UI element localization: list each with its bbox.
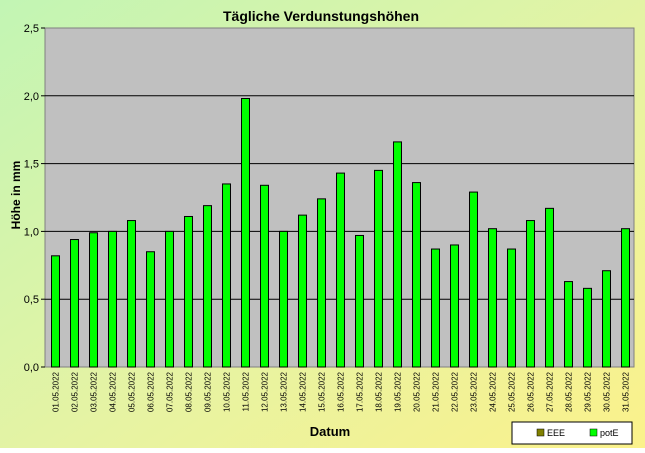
x-tick-label: 14.05.2022	[299, 371, 308, 412]
x-tick-label: 17.05.2022	[356, 371, 365, 412]
bar	[526, 220, 535, 368]
bar	[70, 239, 79, 368]
bar	[621, 228, 630, 368]
x-tick-label: 06.05.2022	[147, 371, 156, 412]
legend-label-eee: EEE	[547, 428, 565, 438]
bar	[583, 287, 592, 368]
x-tick-label: 13.05.2022	[280, 371, 289, 412]
x-tick-label: 21.05.2022	[432, 371, 441, 412]
x-tick-label: 23.05.2022	[470, 371, 479, 412]
x-tick-label: 07.05.2022	[166, 371, 175, 412]
x-tick-label: 02.05.2022	[71, 371, 80, 412]
bar	[355, 234, 364, 368]
x-tick-label: 01.05.2022	[52, 371, 61, 412]
bar	[507, 248, 516, 368]
legend-swatch-pote	[589, 428, 598, 437]
bar	[203, 205, 212, 368]
bar	[222, 183, 231, 368]
bar	[336, 172, 345, 368]
bar	[450, 244, 459, 368]
x-tick-label: 31.05.2022	[622, 371, 631, 412]
bar	[488, 228, 497, 368]
bar	[545, 207, 554, 368]
y-tick-label: 2,0	[24, 91, 39, 103]
legend: EEE potE	[511, 421, 633, 445]
bar	[184, 215, 193, 368]
x-tick-label: 20.05.2022	[413, 371, 422, 412]
x-tick-label: 10.05.2022	[223, 371, 232, 412]
y-tick-label: 0,0	[24, 362, 39, 374]
x-tick-label: 27.05.2022	[546, 371, 555, 412]
bar	[165, 230, 174, 368]
bar	[127, 220, 136, 368]
x-tick-label: 15.05.2022	[318, 371, 327, 412]
bar	[241, 98, 250, 368]
x-axis-label: Datum	[310, 424, 350, 439]
x-tick-label: 08.05.2022	[185, 371, 194, 412]
bar	[393, 141, 402, 368]
bar	[108, 230, 117, 368]
legend-label-pote: potE	[600, 428, 619, 438]
x-tick-label: 30.05.2022	[603, 371, 612, 412]
x-tick-label: 28.05.2022	[565, 371, 574, 412]
x-tick-label: 29.05.2022	[584, 371, 593, 412]
bar	[602, 270, 611, 368]
y-tick-label: 1,5	[24, 159, 39, 171]
bar	[51, 255, 60, 368]
x-tick-label: 18.05.2022	[375, 371, 384, 412]
bar	[412, 182, 421, 368]
bar	[317, 198, 326, 368]
y-tick-label: 1,0	[24, 226, 39, 238]
bar	[564, 281, 573, 368]
x-tick-label: 16.05.2022	[337, 371, 346, 412]
legend-swatch-eee	[536, 428, 545, 437]
bar	[374, 169, 383, 368]
x-tick-label: 25.05.2022	[508, 371, 517, 412]
y-tick-label: 2,5	[24, 23, 39, 35]
y-axis-label: Höhe in mm	[9, 161, 23, 230]
bar	[146, 251, 155, 368]
x-tick-label: 22.05.2022	[451, 371, 460, 412]
legend-box	[511, 421, 633, 445]
bar	[298, 214, 307, 368]
x-tick-label: 24.05.2022	[489, 371, 498, 412]
bar	[89, 232, 98, 368]
x-tick-label: 04.05.2022	[109, 371, 118, 412]
x-tick-label: 26.05.2022	[527, 371, 536, 412]
bar	[431, 248, 440, 368]
bar	[260, 184, 269, 368]
x-tick-label: 12.05.2022	[261, 371, 270, 412]
bar	[469, 191, 478, 368]
chart-title: Tägliche Verdunstungshöhen	[223, 8, 419, 24]
x-tick-label: 09.05.2022	[204, 371, 213, 412]
x-tick-label: 11.05.2022	[242, 371, 251, 411]
x-tick-label: 05.05.2022	[128, 371, 137, 412]
y-tick-label: 0,5	[24, 294, 39, 306]
bar	[279, 230, 288, 368]
x-tick-label: 03.05.2022	[90, 371, 99, 412]
x-tick-label: 19.05.2022	[394, 371, 403, 412]
